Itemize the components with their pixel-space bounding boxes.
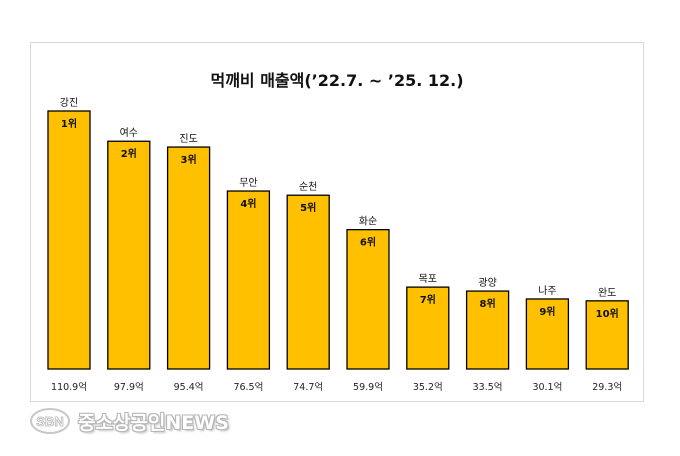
chart-title: 먹깨비 매출액(’22.7. ~ ’25. 12.): [210, 71, 464, 90]
category-label: 무안: [239, 177, 257, 189]
value-label: 59.9억: [353, 381, 383, 393]
category-label: 진도: [179, 133, 197, 145]
rank-label: 3위: [181, 153, 197, 166]
bar-3: [166, 146, 211, 370]
bar-chart: 강진 1위 110.9억 여수 2위 97.9억 진도 3위 95.4억 무안 4위 76.5억 순천 5…: [47, 97, 629, 393]
chart-panel: 먹깨비 매출액(’22.7. ~ ’25. 12.) 강진 1위 110.9억 여수 2…: [30, 42, 644, 402]
bar-9: [525, 298, 570, 370]
value-label: 97.9억: [114, 381, 144, 393]
bar-2: [107, 140, 151, 370]
value-label: 76.5억: [233, 381, 263, 393]
bar-7: [406, 286, 450, 370]
rank-label: 1위: [61, 117, 77, 130]
bar-1: [47, 110, 91, 370]
watermark-text: 중소상공인NEWS: [78, 411, 229, 434]
rank-label: 8위: [480, 297, 496, 310]
category-label: 완도: [598, 287, 616, 299]
value-label: 35.2억: [413, 381, 443, 393]
news-logo-icon: SBN: [28, 406, 72, 436]
rank-label: 7위: [420, 293, 436, 306]
category-label: 강진: [60, 97, 78, 109]
value-label: 30.1억: [532, 381, 562, 393]
rank-label: 5위: [300, 201, 316, 214]
value-label: 74.7억: [293, 381, 323, 393]
category-label: 화순: [359, 216, 377, 228]
bar-6: [346, 228, 390, 370]
bar-4: [226, 190, 271, 370]
rank-label: 2위: [121, 147, 137, 160]
value-label: 95.4억: [174, 381, 204, 393]
category-label: 나주: [538, 285, 556, 297]
category-label: 순천: [299, 181, 317, 193]
rank-label: 6위: [360, 236, 376, 249]
category-label: 광양: [478, 277, 496, 289]
bar-8: [465, 290, 510, 370]
category-label: 여수: [120, 127, 138, 139]
value-label: 110.9억: [51, 381, 87, 393]
value-label: 29.3억: [592, 381, 622, 393]
watermark-logo-text: SBN: [36, 414, 63, 429]
rank-label: 4위: [240, 197, 256, 210]
category-label: 목포: [419, 273, 437, 285]
value-label: 33.5억: [473, 381, 503, 393]
rank-label: 9위: [539, 305, 555, 318]
bar-5: [286, 194, 330, 370]
bar-10: [585, 300, 629, 370]
watermark: SBN 중소상공인NEWS: [28, 404, 229, 438]
rank-label: 10위: [596, 307, 619, 320]
